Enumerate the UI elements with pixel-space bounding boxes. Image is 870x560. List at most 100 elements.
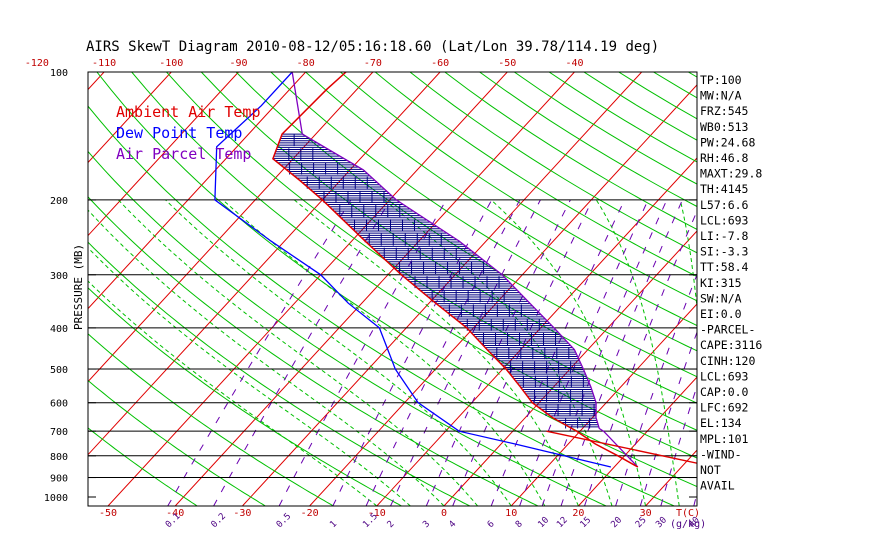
moist-adiabat-line	[88, 280, 378, 506]
top-temperature-tick-labels: -120 -110 -100 -90 -80 -70 -60 -50 -40	[25, 58, 584, 69]
bottom-temperature-tick-labels: -50 -40 -30 -20 -10 0 10 20 30	[99, 508, 652, 519]
dry-adiabat-line	[270, 72, 697, 352]
dry-adiabat-line	[166, 72, 697, 431]
top-temp-tick-label: -80	[297, 58, 315, 69]
dry-adiabat-line	[305, 72, 697, 327]
index-label: FRZ:545	[700, 104, 748, 118]
pressure-tick-label: 800	[50, 452, 68, 463]
mixing-ratio-line	[615, 273, 697, 506]
mixing-ratio-line	[490, 199, 626, 506]
index-label: SW:N/A	[700, 291, 742, 305]
pressure-tick-label: 400	[50, 324, 68, 335]
dry-adiabat-line	[88, 427, 198, 506]
moist-adiabat-line	[88, 209, 445, 506]
pressure-tick-label: 1000	[44, 493, 68, 504]
moist-adiabat-line	[490, 199, 647, 506]
top-temp-tick-label: -70	[364, 58, 382, 69]
dry-adiabat-line	[374, 72, 697, 278]
ambient-temp-lower-segment	[546, 430, 697, 464]
pressure-tick-labels: 100 200 300 400 500 600 700 800 900 1000	[44, 68, 68, 504]
legend-ambient-temp: Ambient Air Temp	[116, 103, 261, 121]
top-temp-tick-label: -120	[25, 58, 49, 69]
isotherm-line	[578, 376, 697, 506]
axis-ticks	[88, 71, 697, 498]
pressure-tick-label: 300	[50, 271, 68, 282]
index-label: AVAIL	[700, 479, 735, 493]
bottom-temp-tick-label: -20	[301, 508, 319, 519]
mixing-ratio-label: 3	[421, 519, 432, 530]
moist-adiabat-line	[88, 247, 411, 506]
cape-hatch-area	[273, 133, 599, 429]
index-label: NOT	[700, 463, 721, 477]
mixing-ratio-line	[584, 209, 697, 506]
index-label: CAP:0.0	[700, 385, 749, 399]
top-temp-tick-label: -60	[431, 58, 449, 69]
mixing-ratio-line	[167, 199, 352, 506]
index-label: EI:0.0	[700, 307, 742, 321]
index-label: L57:6.6	[700, 198, 749, 212]
mixing-ratio-label: 1	[328, 519, 339, 530]
dry-adiabat-line	[235, 72, 697, 378]
index-label: WB0:513	[700, 120, 749, 134]
bottom-temp-tick-label: 20	[572, 508, 584, 519]
pressure-tick-label: 700	[50, 427, 68, 438]
dry-adiabat-line	[200, 72, 697, 404]
dry-adiabat-line	[88, 150, 607, 506]
top-temp-tick-label: -100	[159, 58, 183, 69]
index-label: LI:-7.8	[700, 229, 749, 243]
mixing-ratio-label: 4	[447, 519, 458, 530]
dry-adiabat-line	[340, 72, 697, 302]
isotherm-line	[88, 72, 441, 456]
dry-adiabat-line	[131, 72, 697, 459]
isotherm-line	[174, 72, 575, 506]
index-label: LCL:693	[700, 213, 749, 227]
x-axis-label: T(C)	[676, 508, 700, 519]
mixing-ratio-line	[519, 199, 649, 506]
bottom-temp-tick-label: 30	[640, 508, 652, 519]
mixing-ratio-line	[639, 330, 697, 506]
mixing-ratio-label: 2	[386, 519, 397, 530]
index-label: LFC:692	[700, 401, 748, 415]
dry-adiabat-line	[88, 196, 539, 506]
dry-adiabat-line	[409, 72, 697, 254]
isotherm-line	[88, 72, 374, 383]
index-label: PW:24.68	[700, 135, 755, 149]
bottom-temp-tick-label: -50	[99, 508, 117, 519]
legend: Ambient Air Temp Dew Point Temp Air Parc…	[116, 103, 261, 163]
index-label: -PARCEL-	[700, 323, 755, 337]
mixing-ratio-line	[660, 384, 697, 506]
isotherm-line	[309, 84, 697, 506]
sounding-profiles	[214, 72, 697, 468]
moist-adiabat-line	[165, 199, 512, 506]
index-label: -WIND-	[700, 447, 742, 461]
moist-adiabat-line	[595, 199, 680, 506]
plot-frame	[87, 71, 698, 507]
ambient-temp-profile-line	[272, 72, 639, 468]
top-temp-tick-label: -50	[498, 58, 516, 69]
moist-adiabat-line	[293, 199, 579, 506]
background-grid	[88, 72, 697, 506]
mixing-ratio-unit-label: (g/kg)	[670, 519, 706, 530]
legend-dew-point: Dew Point Temp	[116, 124, 242, 142]
dry-adiabat-line	[88, 333, 334, 506]
top-temp-tick-label: -90	[229, 58, 247, 69]
pressure-tick-label: 200	[50, 196, 68, 207]
index-label: KI:315	[700, 276, 742, 290]
dry-adiabat-line	[88, 105, 675, 506]
bottom-temp-tick-label: 10	[505, 508, 517, 519]
mixing-ratio-line	[390, 199, 541, 506]
pressure-tick-label: 500	[50, 365, 68, 376]
isotherm-line	[443, 230, 697, 506]
top-temp-tick-label: -40	[565, 58, 583, 69]
bottom-temp-tick-label: -40	[166, 508, 184, 519]
mixing-ratio-label: 8	[514, 519, 525, 530]
isotherm-line	[88, 72, 172, 164]
pressure-tick-label: 600	[50, 399, 68, 410]
index-label: RH:46.8	[700, 151, 749, 165]
dry-adiabat-line	[88, 379, 266, 506]
chart-title: AIRS SkewT Diagram 2010-08-12/05:16:18.6…	[86, 39, 659, 55]
top-temp-tick-label: -110	[92, 58, 116, 69]
index-label: TP:100	[700, 73, 742, 87]
